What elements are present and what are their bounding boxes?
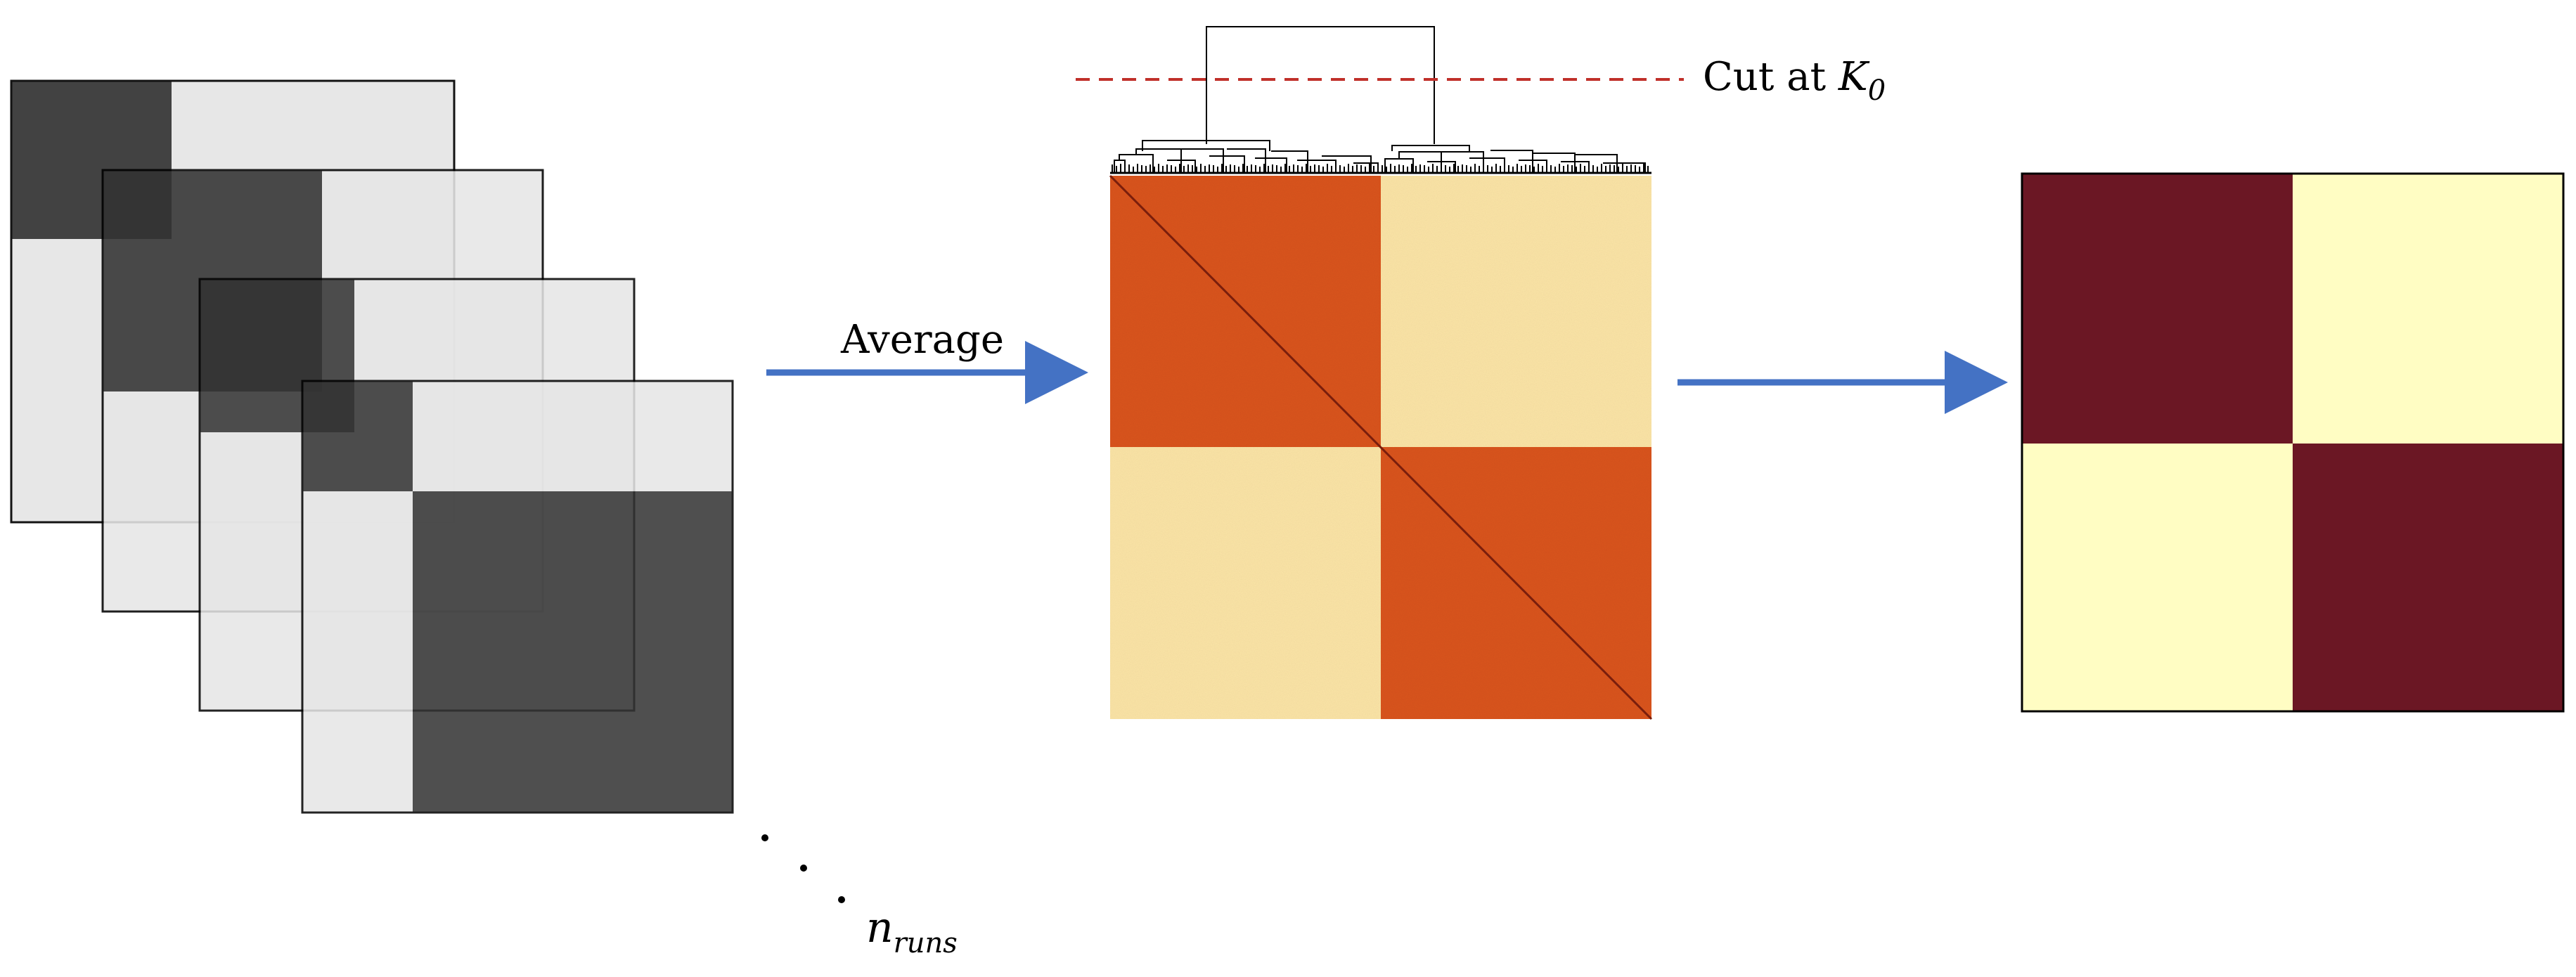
- n-runs-label: nruns: [866, 903, 958, 959]
- run-matrices-stack: nruns: [10, 79, 958, 959]
- final-block-bottom-left: [2022, 444, 2293, 711]
- cut-label: Cut at K0: [1703, 54, 1886, 107]
- final-block-bottom-right: [2293, 444, 2563, 711]
- heat-diagonal: [1109, 174, 1653, 720]
- dendrogram: [1110, 26, 1651, 174]
- final-block-top-right: [2293, 174, 2563, 444]
- heat-block-top-right: [1381, 176, 1651, 447]
- heat-block-bottom-left: [1110, 447, 1381, 719]
- final-cluster-matrix: [2021, 172, 2565, 713]
- run-matrix-4: [301, 380, 734, 814]
- average-label: Average: [840, 317, 1004, 363]
- ellipsis-dots: [761, 834, 845, 903]
- consensus-matrix-heatmap: [1109, 26, 1653, 720]
- final-block-top-left: [2022, 174, 2293, 444]
